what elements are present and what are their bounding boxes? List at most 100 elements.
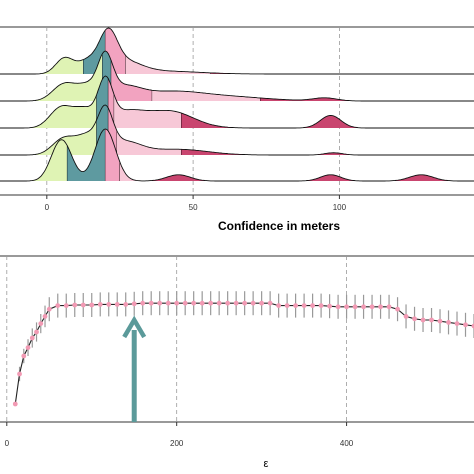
ridgeline-frame <box>0 26 474 196</box>
data-point <box>395 306 400 312</box>
line-series <box>12 291 474 407</box>
ridgeline-x-axis-label: Confidence in meters <box>218 219 340 233</box>
data-point <box>148 300 154 306</box>
data-point <box>157 300 163 306</box>
line-x-ticks: 0 200 400 <box>5 422 354 448</box>
ridge-band <box>105 129 120 181</box>
data-point <box>429 317 434 323</box>
data-point <box>310 303 316 308</box>
data-point <box>80 302 86 308</box>
ridge-outline <box>0 75 474 129</box>
data-point <box>34 329 39 335</box>
ridge-band <box>117 131 182 155</box>
data-point <box>114 302 120 307</box>
ridgeline-tick-label: 100 <box>333 203 347 212</box>
data-point <box>182 300 188 306</box>
data-point <box>361 304 366 310</box>
ridge-5 <box>0 128 474 182</box>
line-tick-label: 0 <box>5 439 10 448</box>
line-panel: 0 200 400 ε <box>0 255 474 470</box>
data-point <box>42 314 48 319</box>
ridge-outline <box>0 128 474 182</box>
ridge-band <box>120 162 138 181</box>
data-point <box>454 321 460 326</box>
arrow-head <box>122 315 147 339</box>
data-point <box>140 300 146 306</box>
data-point <box>242 300 248 306</box>
data-point <box>267 300 273 306</box>
ridge-outline <box>0 50 474 102</box>
data-point <box>97 302 103 307</box>
data-point <box>293 303 299 308</box>
ridge-band <box>0 94 97 128</box>
data-point <box>38 321 44 326</box>
data-point <box>301 303 307 308</box>
ridge-2 <box>0 50 474 102</box>
data-point <box>55 303 61 308</box>
data-point <box>386 304 392 310</box>
ridge-band <box>181 149 474 155</box>
data-point <box>89 302 95 308</box>
data-point <box>131 301 137 307</box>
ridge-band <box>260 97 474 101</box>
ridge-band <box>152 90 261 101</box>
data-point <box>437 318 443 324</box>
data-point <box>123 302 129 307</box>
data-point <box>29 335 35 341</box>
data-point <box>12 401 18 407</box>
data-point <box>21 353 27 359</box>
line-frame <box>0 255 474 423</box>
data-point <box>199 300 205 306</box>
data-point <box>225 300 231 306</box>
ridgeline-tick-label: 0 <box>45 203 50 212</box>
data-point <box>378 304 383 310</box>
ridgeline-series <box>0 27 474 182</box>
ridge-band <box>111 60 153 101</box>
data-point <box>344 304 349 310</box>
ridge-band <box>0 57 84 74</box>
data-point <box>250 300 256 306</box>
data-point <box>412 316 417 322</box>
annotation-arrow <box>122 315 147 422</box>
data-point <box>352 304 358 310</box>
data-point <box>420 317 426 323</box>
ridge-band <box>137 174 474 181</box>
ridge-outline <box>0 27 474 75</box>
ridgeline-x-ticks: 0 50 100 <box>45 195 347 212</box>
ridge-band <box>114 94 182 128</box>
ridge-band <box>67 129 106 181</box>
data-point <box>446 320 451 325</box>
data-point <box>369 304 375 310</box>
line-tick-label: 400 <box>340 439 354 448</box>
ridge-outline <box>0 104 474 156</box>
ridgeline-panel: 0 50 100 Confidence in meters <box>0 26 474 233</box>
ridge-band <box>0 53 103 101</box>
ridge-band <box>0 120 97 155</box>
ridgeline-tick-label: 50 <box>189 203 198 212</box>
data-point <box>327 303 332 309</box>
data-point <box>174 300 180 306</box>
ridge-band <box>181 113 474 128</box>
data-point <box>106 302 112 307</box>
ridge-band <box>0 139 68 181</box>
data-point <box>259 300 265 306</box>
data-point <box>63 303 69 308</box>
data-point <box>471 323 474 329</box>
data-point <box>233 300 239 306</box>
data-point <box>335 304 341 310</box>
data-point <box>25 345 31 350</box>
data-point <box>216 300 222 306</box>
data-point <box>403 314 409 319</box>
ridge-1 <box>0 27 474 75</box>
data-point <box>318 303 324 308</box>
data-point <box>284 303 290 308</box>
data-point <box>17 371 22 377</box>
data-point <box>165 300 171 306</box>
data-point <box>191 300 197 306</box>
data-point <box>463 322 468 328</box>
line-tick-label: 200 <box>170 439 184 448</box>
data-point <box>208 300 214 306</box>
data-point <box>276 303 282 308</box>
ridge-band <box>125 55 211 74</box>
